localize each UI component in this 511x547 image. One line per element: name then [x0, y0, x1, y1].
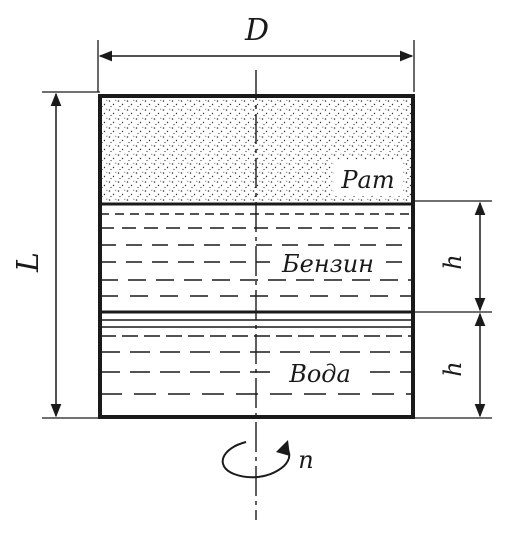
extension-lines — [42, 40, 492, 419]
rotation-arrowhead-icon — [276, 440, 290, 456]
rotation-label: n — [298, 446, 313, 474]
diameter-label: D — [244, 13, 269, 48]
water-height-label: h — [439, 361, 467, 376]
pressure-label-background — [334, 160, 402, 196]
pressure-label: Pат — [340, 166, 394, 194]
gasoline-height-label: h — [439, 254, 467, 269]
length-label: L — [11, 252, 46, 273]
gasoline-label: Бензин — [281, 250, 374, 278]
water-label: Вода — [288, 360, 351, 388]
